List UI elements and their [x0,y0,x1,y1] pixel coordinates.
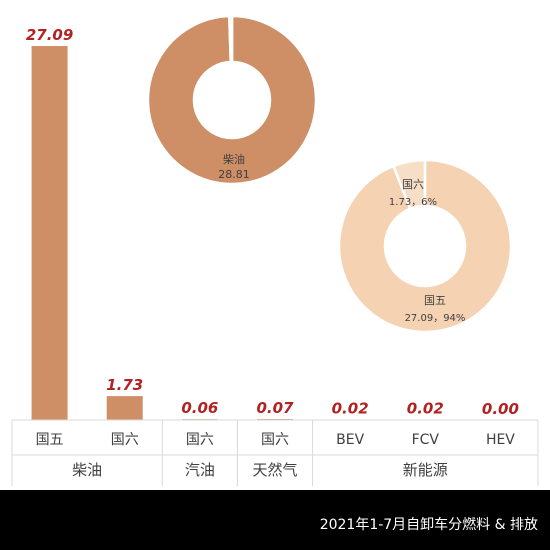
pie1-slice-1 [227,14,234,64]
bar-value-label-5: 0.02 [407,400,444,418]
category-label-5: FCV [412,432,440,448]
bar-value-label-4: 0.02 [332,400,369,418]
pie1-value-label: 28.81 [218,168,250,181]
pie2-main-label: 国五 [424,294,446,307]
bar-value-label-1: 1.73 [106,376,143,394]
bar-value-label-2: 0.06 [181,399,218,417]
bar-value-label-3: 0.07 [256,399,294,417]
footer-bar: 2021年1-7月自卸车分燃料 & 排放 [0,490,550,550]
group-label-3: 新能源 [403,461,448,479]
footer-caption: 2021年1-7月自卸车分燃料 & 排放 [319,517,538,533]
pie2-slice-1 [337,158,513,334]
group-label-1: 汽油 [185,461,215,479]
bar-value-label-6: 0.00 [482,400,519,418]
group-label-2: 天然气 [252,461,297,479]
bar-0 [31,46,68,420]
pie1-slice-0 [146,14,318,186]
pie1-slice-label: 柴油 [223,152,245,166]
chart: 27.09 国五 1.73 国六 0.06 国六 0.07 国六 0.02 BEV 0.02 FCV 0… [11,14,539,486]
bar-value-label-0: 27.09 [26,26,73,44]
bar-1 [106,396,143,420]
pie2-main-value: 27.09，94% [405,313,466,324]
category-label-3: 国六 [261,432,289,448]
category-label-6: HEV [486,432,515,448]
category-label-2: 国六 [186,432,214,448]
category-label-0: 国五 [36,432,64,448]
category-label-1: 国六 [111,432,139,448]
category-label-4: BEV [336,432,364,448]
pie2-small-label: 国六 [402,178,424,191]
pie2-small-value: 1.73，6% [389,197,437,208]
group-label-0: 柴油 [72,461,102,479]
